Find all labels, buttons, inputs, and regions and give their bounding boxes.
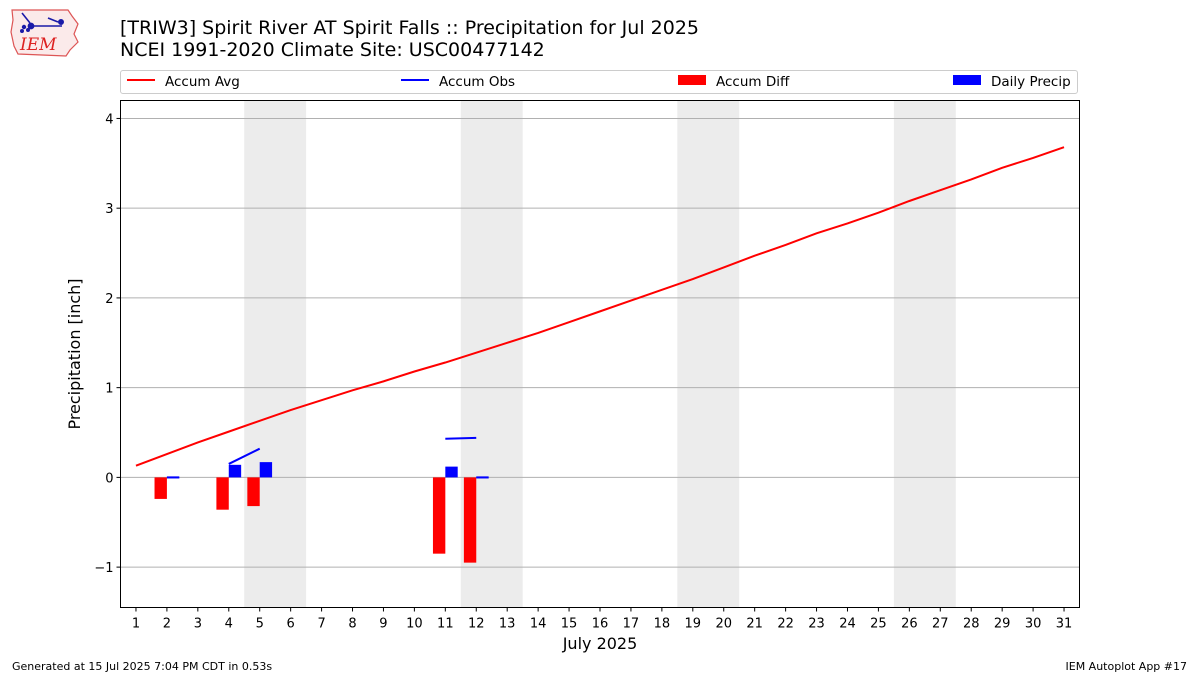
weekend-shading xyxy=(244,100,956,608)
y-tick-label-1: 0 xyxy=(105,471,113,486)
weekend-band-0 xyxy=(244,100,307,608)
x-tick-label-18: 19 xyxy=(685,617,702,632)
y-axis-label: Precipitation [inch] xyxy=(65,278,84,429)
x-tick-label-25: 26 xyxy=(901,617,918,632)
accum-diff-bar-day-11 xyxy=(432,477,446,554)
y-tick-label-2: 1 xyxy=(105,382,113,397)
y-tick-label-0: −1 xyxy=(94,561,113,576)
legend-item-accum-avg: Accum Avg xyxy=(127,73,240,91)
accum-obs-segment-2 xyxy=(445,436,477,440)
x-tick-label-12: 13 xyxy=(499,617,516,632)
app-label: IEM Autoplot App #17 xyxy=(1065,660,1188,673)
legend-item-accum-diff: Accum Diff xyxy=(678,73,789,91)
y-tick-label-4: 3 xyxy=(105,202,113,217)
legend-label-accum-obs: Accum Obs xyxy=(439,74,516,90)
daily-precip-bar-day-4 xyxy=(228,464,242,478)
weekend-band-2 xyxy=(677,100,740,608)
x-tick-label-3: 4 xyxy=(225,617,233,632)
weather-station-icon xyxy=(20,12,64,33)
accum-diff-bar-day-2 xyxy=(154,477,167,499)
x-tick-label-27: 28 xyxy=(963,617,980,632)
daily-precip-bar-day-11 xyxy=(445,466,458,478)
daily-precip-bar-day-5 xyxy=(259,462,273,478)
accum-diff-bar-day-12 xyxy=(463,477,477,563)
legend-item-daily-precip: Daily Precip xyxy=(953,73,1071,91)
legend-swatch-daily-precip xyxy=(953,75,981,85)
x-tick-label-23: 24 xyxy=(839,617,856,632)
accum-obs-segment-1 xyxy=(228,447,261,465)
gridlines xyxy=(120,117,1080,568)
x-tick-label-20: 21 xyxy=(746,617,763,632)
bars xyxy=(154,462,489,563)
iem-logo: IEM xyxy=(8,6,80,58)
x-tick-label-17: 18 xyxy=(654,617,671,632)
x-tick-label-9: 10 xyxy=(406,617,423,632)
generated-timestamp: Generated at 15 Jul 2025 7:04 PM CDT in … xyxy=(12,660,273,673)
accum-avg-line xyxy=(135,146,1065,467)
legend-label-accum-avg: Accum Avg xyxy=(165,74,240,90)
y-tick-label-3: 2 xyxy=(105,292,113,307)
legend-swatch-accum-obs xyxy=(401,79,429,81)
legend: Accum Avg Accum Obs Accum Diff Daily Pre… xyxy=(120,70,1078,94)
weekend-band-3 xyxy=(893,100,956,608)
x-tick-label-22: 23 xyxy=(808,617,825,632)
x-tick-label-8: 9 xyxy=(379,617,387,632)
legend-swatch-accum-avg xyxy=(127,79,155,81)
logo-text: IEM xyxy=(19,35,57,55)
chart-subtitle: NCEI 1991-2020 Climate Site: USC00477142 xyxy=(120,39,545,61)
y-tick-label-5: 4 xyxy=(105,112,113,127)
x-tick-label-2: 3 xyxy=(194,617,202,632)
x-tick-label-13: 14 xyxy=(530,617,547,632)
legend-label-daily-precip: Daily Precip xyxy=(991,74,1071,90)
accum-diff-bar-day-4 xyxy=(216,477,229,510)
x-tick-label-10: 11 xyxy=(437,617,454,632)
x-tick-label-16: 17 xyxy=(623,617,640,632)
x-tick-label-26: 27 xyxy=(932,617,949,632)
series-lines xyxy=(135,146,1065,479)
x-tick-label-4: 5 xyxy=(256,617,264,632)
legend-label-accum-diff: Accum Diff xyxy=(716,74,790,90)
x-tick-label-30: 31 xyxy=(1056,617,1073,632)
x-tick-label-1: 2 xyxy=(163,617,171,632)
x-tick-label-15: 16 xyxy=(592,617,609,632)
x-tick-label-6: 7 xyxy=(317,617,325,632)
x-tick-label-19: 20 xyxy=(715,617,732,632)
x-tick-label-28: 29 xyxy=(994,617,1011,632)
x-tick-label-7: 8 xyxy=(348,617,356,632)
x-tick-label-5: 6 xyxy=(287,617,295,632)
chart-title: [TRIW3] Spirit River AT Spirit Falls :: … xyxy=(120,17,699,39)
x-tick-label-0: 1 xyxy=(132,617,140,632)
x-axis-label: July 2025 xyxy=(562,634,638,653)
x-tick-label-14: 15 xyxy=(561,617,578,632)
x-tick-label-29: 30 xyxy=(1025,617,1042,632)
accum-diff-bar-day-5 xyxy=(247,477,260,507)
x-tick-label-21: 22 xyxy=(777,617,794,632)
legend-swatch-accum-diff xyxy=(678,75,706,85)
x-tick-label-24: 25 xyxy=(870,617,887,632)
x-tick-label-11: 12 xyxy=(468,617,485,632)
legend-item-accum-obs: Accum Obs xyxy=(401,73,515,91)
